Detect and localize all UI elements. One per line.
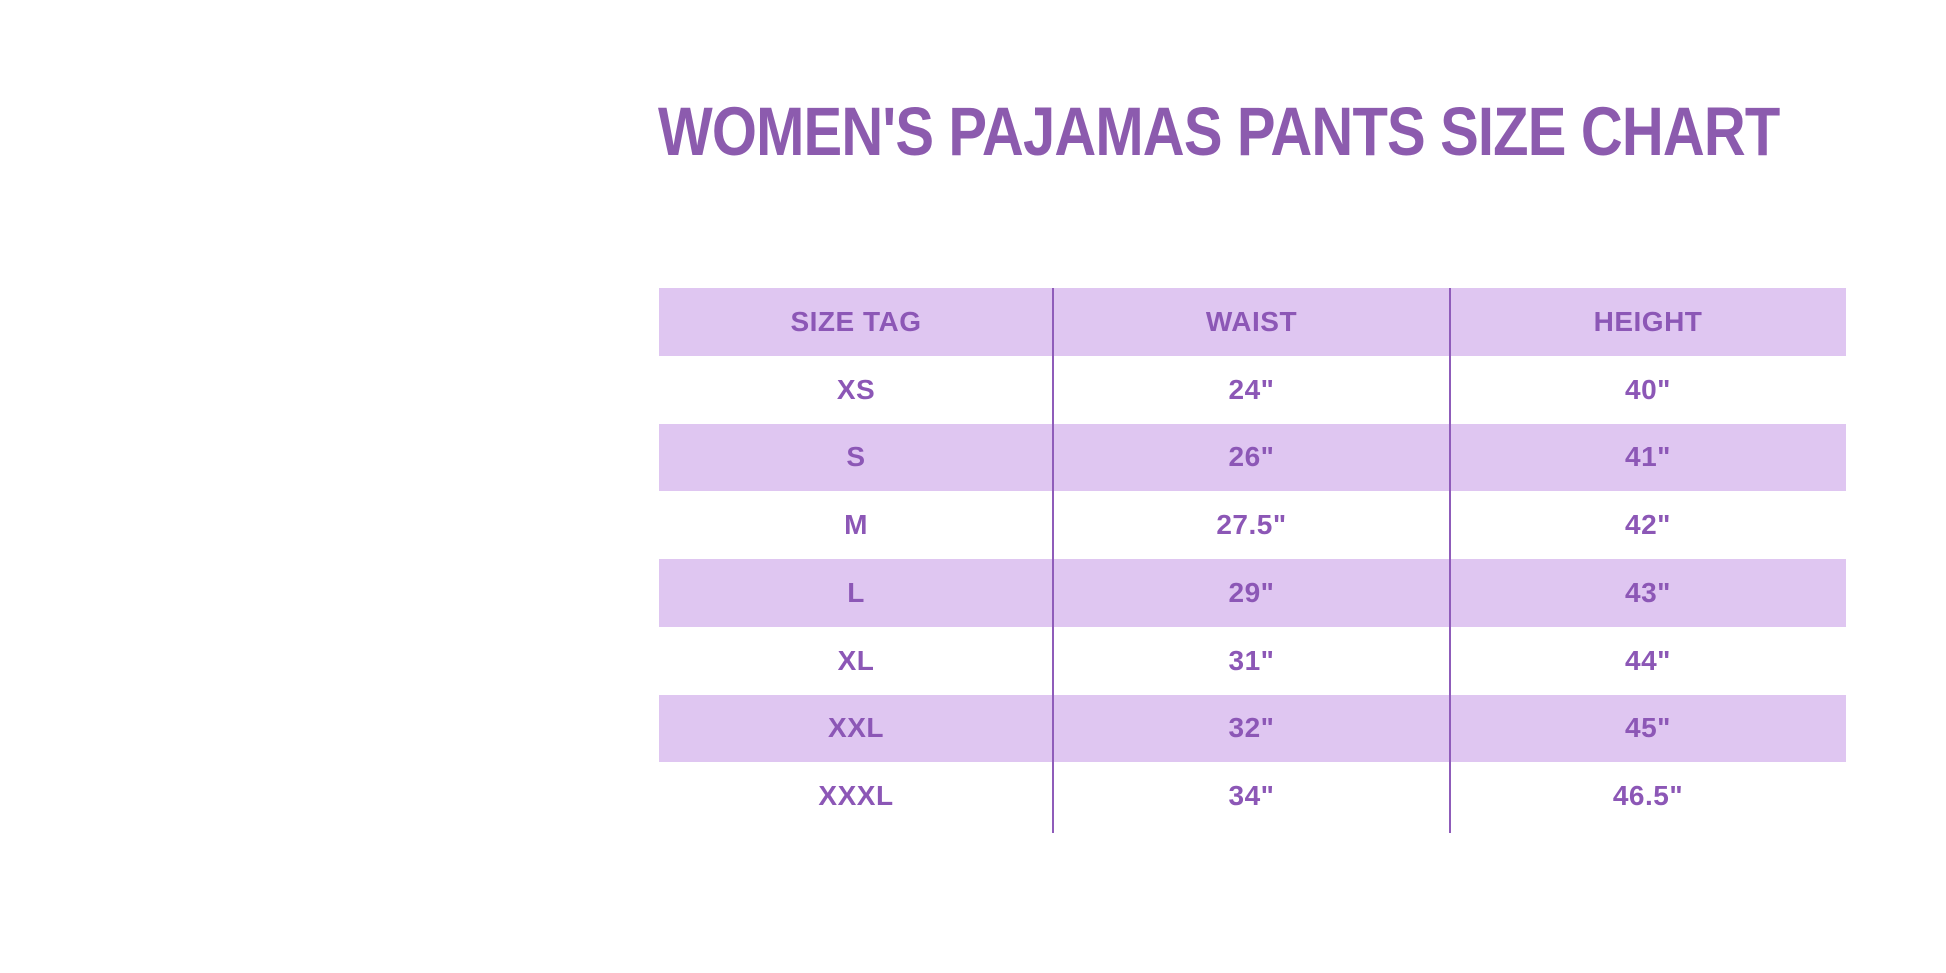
table-row-m: M 27.5" 42" [659,491,1846,559]
column-divider-2 [1449,288,1451,833]
waist-cell: 32" [1228,712,1275,744]
waist-cell: 29" [1228,576,1275,608]
table-row-xxxl: XXXL 34" 46.5" [659,762,1846,830]
height-cell: 41" [1625,441,1671,473]
size-tag-cell: XXL [828,712,884,744]
waist-cell: 26" [1228,441,1275,473]
column-header-size-tag: SIZE TAG [790,305,922,337]
size-tag-cell: XXXL [818,780,894,812]
column-divider-1 [1052,288,1054,833]
table-row-xxl: XXL 32" 45" [659,694,1846,763]
waist-cell: 31" [1228,644,1275,676]
size-tag-cell: XL [837,644,875,676]
waist-cell: 24" [1228,373,1275,405]
table-row-xl: XL 31" 44" [659,627,1846,695]
column-header-waist: WAIST [1205,305,1298,337]
height-cell: 44" [1625,644,1671,676]
size-tag-cell: XS [836,373,876,405]
table-row-s: S 26" 41" [659,423,1846,492]
height-cell: 43" [1625,576,1671,608]
page-title: WOMEN'S PAJAMAS PANTS SIZE CHART [658,93,1780,170]
size-tag-cell: M [844,509,868,541]
height-cell: 46.5" [1612,780,1684,812]
table-body: XS 24" 40" S 26" 41" M 27.5" 42" L 29" 43" XL 31" 44" X… [659,356,1846,830]
height-cell: 45" [1625,712,1671,744]
height-cell: 40" [1625,373,1671,405]
table-row-l: L 29" 43" [659,559,1846,627]
waist-cell: 27.5" [1216,509,1287,541]
waist-cell: 34" [1228,780,1275,812]
table-row-xs: XS 24" 40" [659,356,1846,424]
table-header-row: SIZE TAG WAIST HEIGHT [659,288,1846,356]
column-header-height: HEIGHT [1593,305,1703,337]
height-cell: 42" [1625,509,1671,541]
size-chart-table: SIZE TAG WAIST HEIGHT XS 24" 40" S 26" 41" M 27… [659,288,1846,833]
size-tag-cell: S [846,441,866,473]
size-tag-cell: L [847,576,865,608]
